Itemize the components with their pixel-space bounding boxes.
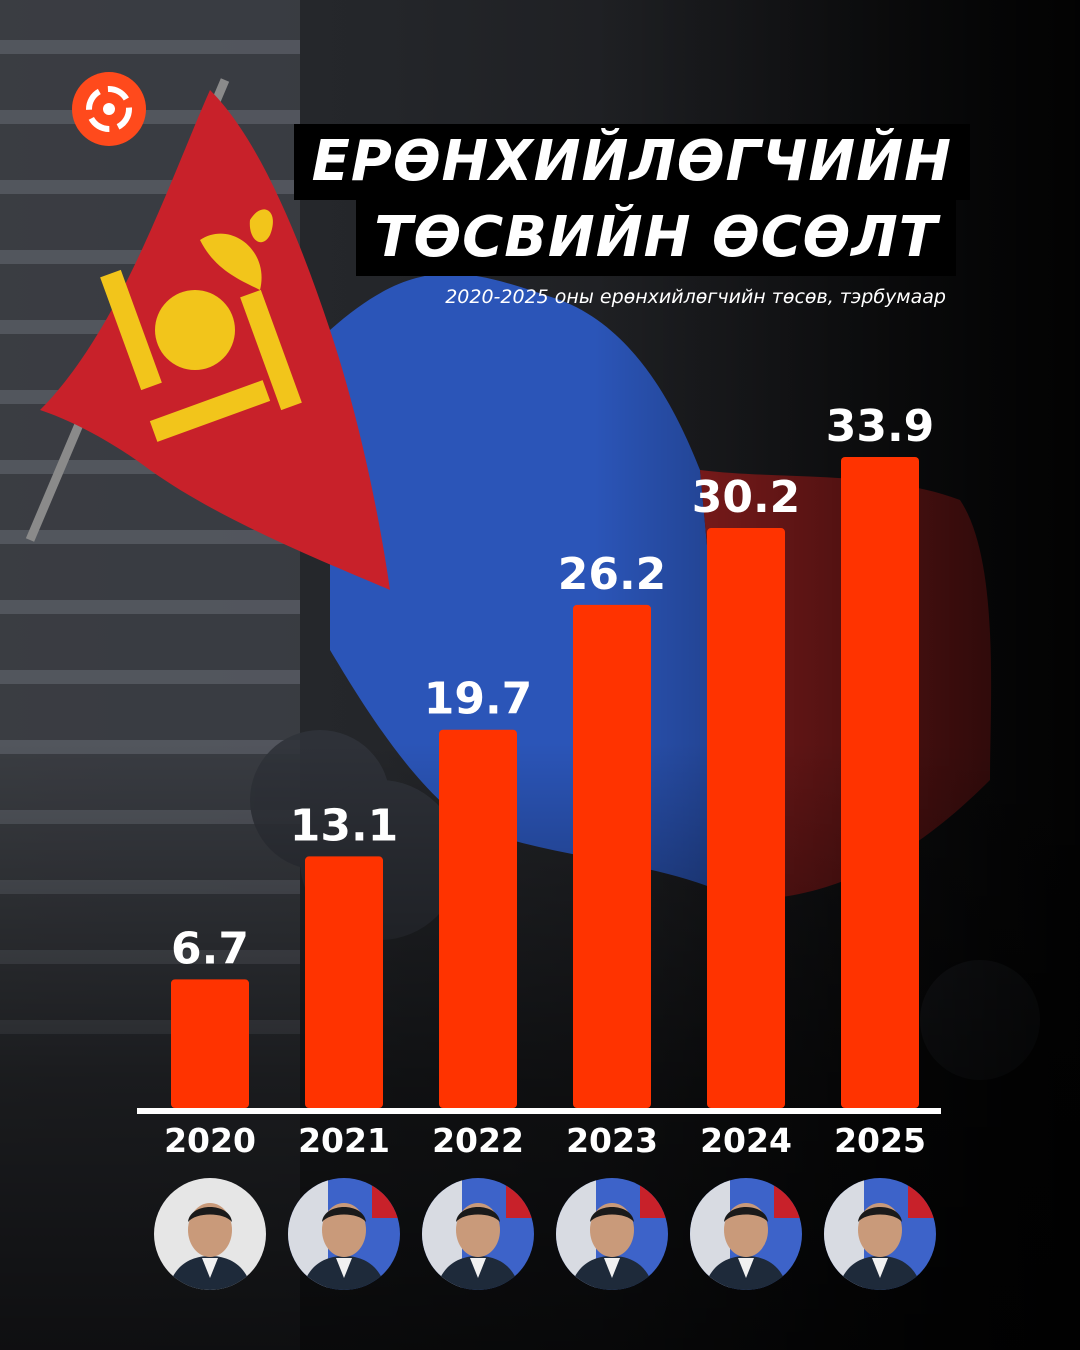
brand-logo <box>72 72 146 146</box>
portrait-2022 <box>422 1178 534 1290</box>
data-label-2020: 6.7 <box>171 923 249 974</box>
x-tick-2023: 2023 <box>566 1121 658 1160</box>
title-line-1: ЕРӨНХИЙЛӨГЧИЙН <box>293 124 970 200</box>
president-portrait-icon <box>154 1178 266 1290</box>
data-label-2023: 26.2 <box>558 549 667 600</box>
x-tick-2025: 2025 <box>834 1121 926 1160</box>
bars <box>171 457 919 1108</box>
x-tick-2024: 2024 <box>700 1121 792 1160</box>
president-portrait-icon <box>556 1178 668 1290</box>
brand-logo-icon <box>86 86 132 132</box>
data-label-2021: 13.1 <box>290 800 399 851</box>
bar-2021 <box>305 856 383 1108</box>
x-tick-2021: 2021 <box>298 1121 390 1160</box>
president-portrait-icon <box>422 1178 534 1290</box>
bar-2025 <box>841 457 919 1108</box>
bar-2024 <box>707 528 785 1108</box>
data-label-2022: 19.7 <box>424 674 533 725</box>
bar-2022 <box>439 729 517 1108</box>
title-line-2: ТӨСВИЙН ӨСӨЛТ <box>356 200 956 276</box>
data-labels: 6.7 13.1 19.7 26.2 30.2 33.9 <box>171 401 934 974</box>
portrait-2020 <box>154 1178 266 1290</box>
data-label-2025: 33.9 <box>826 401 935 452</box>
x-tick-2020: 2020 <box>164 1121 256 1160</box>
portrait-2023 <box>556 1178 668 1290</box>
bar-2020 <box>171 979 249 1108</box>
data-label-2024: 30.2 <box>692 472 801 523</box>
president-portrait-icon <box>690 1178 802 1290</box>
x-tick-2022: 2022 <box>432 1121 524 1160</box>
portrait-2025 <box>824 1178 936 1290</box>
portrait-2024 <box>690 1178 802 1290</box>
president-portrait-icon <box>824 1178 936 1290</box>
portrait-2021 <box>288 1178 400 1290</box>
x-axis-tick-labels: 2020 2021 2022 2023 2024 2025 <box>164 1121 926 1160</box>
president-portrait-icon <box>288 1178 400 1290</box>
bar-2023 <box>573 604 651 1108</box>
chart-subtitle: 2020-2025 оны ерөнхийлөгчийн төсөв, тэрб… <box>445 286 946 308</box>
